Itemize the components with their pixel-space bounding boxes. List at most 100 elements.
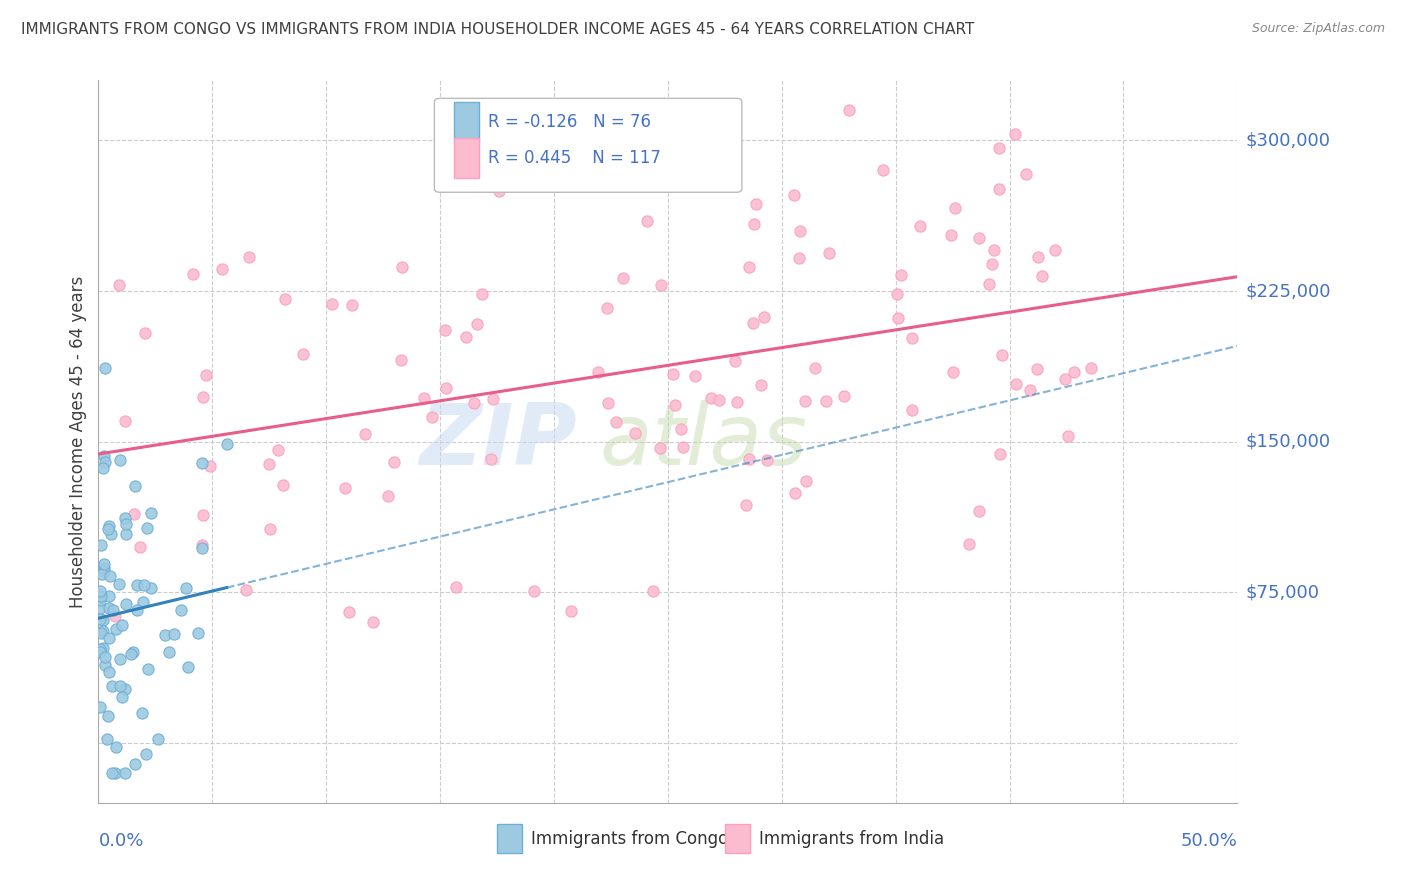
Point [120,647,142,661]
Point [987,182,1010,196]
FancyBboxPatch shape [725,824,749,854]
Point [818,246,841,260]
Point [707,392,730,407]
Point [89,600,111,615]
Point [983,244,1005,258]
Point [257,457,280,471]
Text: Source: ZipAtlas.com: Source: ZipAtlas.com [1251,22,1385,36]
Point [115,597,138,611]
Point [436,164,458,178]
Point [108,679,131,693]
Text: $225,000: $225,000 [1246,282,1331,300]
Point [941,227,963,242]
Point [163,627,186,641]
Point [794,394,817,409]
Point [637,214,659,228]
Point [783,188,806,202]
Text: R = 0.445    N = 117: R = 0.445 N = 117 [488,149,661,168]
Point [93,449,115,463]
Text: Immigrants from Congo: Immigrants from Congo [531,830,728,848]
Point [98,631,121,645]
Point [89,645,111,659]
Point [420,410,443,425]
Point [127,578,149,592]
Point [1056,429,1078,443]
Point [176,581,198,595]
Point [104,740,127,755]
Point [377,489,399,503]
Point [274,292,297,306]
Point [444,580,467,594]
Point [91,461,114,475]
Point [110,690,132,704]
Point [605,416,627,430]
Point [463,396,485,410]
Point [114,527,136,541]
Point [586,365,609,379]
Point [901,331,924,345]
Point [664,398,686,412]
Text: $75,000: $75,000 [1246,583,1320,601]
Point [238,250,260,264]
Point [138,662,160,676]
Text: ZIP: ZIP [419,400,576,483]
Point [434,381,457,395]
Point [98,601,121,615]
Point [433,323,456,337]
Point [105,622,128,636]
Point [967,231,990,245]
Point [153,628,176,642]
Point [136,521,159,535]
Point [333,481,356,495]
Point [200,458,222,473]
Point [1015,167,1038,181]
Point [454,330,477,344]
Point [596,301,619,315]
Point [97,709,120,723]
Point [135,747,157,762]
Point [215,437,238,451]
Point [124,479,146,493]
Point [987,141,1010,155]
Point [101,603,124,617]
Point [699,391,721,405]
Point [122,508,145,522]
Point [108,277,131,292]
FancyBboxPatch shape [454,102,479,142]
Point [93,564,115,578]
Point [991,348,1014,362]
Point [523,584,546,599]
Point [988,447,1011,461]
Point [114,414,136,428]
Point [1005,376,1028,391]
Point [942,365,965,379]
Point [1080,361,1102,376]
Point [108,652,131,666]
Point [838,103,860,118]
Point [804,360,827,375]
Point [124,756,146,771]
Point [89,584,111,599]
Point [752,310,775,325]
Point [98,569,121,583]
Point [91,566,114,581]
Point [1026,250,1049,264]
Point [1018,383,1040,397]
Point [134,326,156,341]
Point [132,578,155,592]
FancyBboxPatch shape [434,98,742,193]
Point [980,257,1002,271]
Point [650,278,672,293]
Point [742,217,765,231]
Text: 0.0%: 0.0% [98,831,143,850]
Point [389,352,412,367]
Point [98,665,121,679]
Point [967,504,990,518]
Point [191,391,214,405]
Point [94,657,117,672]
Point [648,441,671,455]
Point [191,508,214,522]
Point [890,268,912,282]
Text: $150,000: $150,000 [1246,433,1330,450]
Point [191,541,214,555]
